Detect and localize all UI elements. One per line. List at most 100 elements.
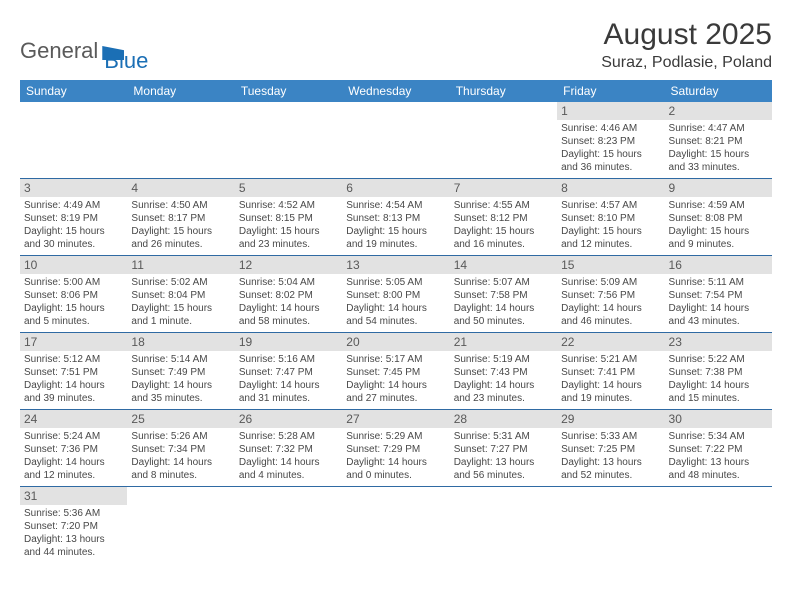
- daylight-line1: Daylight: 15 hours: [561, 148, 660, 161]
- sunset-text: Sunset: 7:47 PM: [239, 366, 338, 379]
- day-number: 8: [557, 179, 664, 197]
- day-number: 11: [127, 256, 234, 274]
- day-body: Sunrise: 4:55 AMSunset: 8:12 PMDaylight:…: [450, 197, 557, 255]
- day-number: 22: [557, 333, 664, 351]
- day-number: 31: [20, 487, 127, 505]
- sunrise-text: Sunrise: 5:04 AM: [239, 276, 338, 289]
- calendar-cell: 24Sunrise: 5:24 AMSunset: 7:36 PMDayligh…: [20, 410, 127, 487]
- day-body: Sunrise: 5:11 AMSunset: 7:54 PMDaylight:…: [665, 274, 772, 332]
- day-number: 19: [235, 333, 342, 351]
- sunset-text: Sunset: 7:34 PM: [131, 443, 230, 456]
- weekday-header: Friday: [557, 80, 664, 102]
- daylight-line2: and 1 minute.: [131, 315, 230, 328]
- sunrise-text: Sunrise: 5:33 AM: [561, 430, 660, 443]
- day-number: 5: [235, 179, 342, 197]
- sunset-text: Sunset: 7:43 PM: [454, 366, 553, 379]
- day-body: Sunrise: 5:17 AMSunset: 7:45 PMDaylight:…: [342, 351, 449, 409]
- day-body: Sunrise: 5:26 AMSunset: 7:34 PMDaylight:…: [127, 428, 234, 486]
- day-number: 3: [20, 179, 127, 197]
- day-body: Sunrise: 5:04 AMSunset: 8:02 PMDaylight:…: [235, 274, 342, 332]
- calendar-cell: 10Sunrise: 5:00 AMSunset: 8:06 PMDayligh…: [20, 256, 127, 333]
- day-body: Sunrise: 4:50 AMSunset: 8:17 PMDaylight:…: [127, 197, 234, 255]
- calendar-cell: 17Sunrise: 5:12 AMSunset: 7:51 PMDayligh…: [20, 333, 127, 410]
- daylight-line1: Daylight: 14 hours: [346, 456, 445, 469]
- daylight-line2: and 54 minutes.: [346, 315, 445, 328]
- calendar-cell: [450, 487, 557, 564]
- sunrise-text: Sunrise: 4:47 AM: [669, 122, 768, 135]
- sunset-text: Sunset: 7:36 PM: [24, 443, 123, 456]
- sunset-text: Sunset: 8:10 PM: [561, 212, 660, 225]
- sunset-text: Sunset: 7:51 PM: [24, 366, 123, 379]
- day-body: Sunrise: 5:00 AMSunset: 8:06 PMDaylight:…: [20, 274, 127, 332]
- daylight-line2: and 30 minutes.: [24, 238, 123, 251]
- daylight-line2: and 58 minutes.: [239, 315, 338, 328]
- calendar-cell: [342, 102, 449, 179]
- sunset-text: Sunset: 8:00 PM: [346, 289, 445, 302]
- calendar-cell: 21Sunrise: 5:19 AMSunset: 7:43 PMDayligh…: [450, 333, 557, 410]
- day-body: Sunrise: 5:33 AMSunset: 7:25 PMDaylight:…: [557, 428, 664, 486]
- calendar-cell: 23Sunrise: 5:22 AMSunset: 7:38 PMDayligh…: [665, 333, 772, 410]
- sunset-text: Sunset: 7:49 PM: [131, 366, 230, 379]
- daylight-line1: Daylight: 13 hours: [24, 533, 123, 546]
- sunset-text: Sunset: 8:13 PM: [346, 212, 445, 225]
- day-number: 29: [557, 410, 664, 428]
- weekday-header-row: SundayMondayTuesdayWednesdayThursdayFrid…: [20, 80, 772, 102]
- daylight-line2: and 31 minutes.: [239, 392, 338, 405]
- day-body: Sunrise: 5:14 AMSunset: 7:49 PMDaylight:…: [127, 351, 234, 409]
- sunset-text: Sunset: 8:23 PM: [561, 135, 660, 148]
- weekday-header: Monday: [127, 80, 234, 102]
- daylight-line2: and 16 minutes.: [454, 238, 553, 251]
- day-body: Sunrise: 5:16 AMSunset: 7:47 PMDaylight:…: [235, 351, 342, 409]
- day-body: Sunrise: 5:21 AMSunset: 7:41 PMDaylight:…: [557, 351, 664, 409]
- calendar-cell: 27Sunrise: 5:29 AMSunset: 7:29 PMDayligh…: [342, 410, 449, 487]
- weekday-header: Thursday: [450, 80, 557, 102]
- daylight-line2: and 12 minutes.: [24, 469, 123, 482]
- sunset-text: Sunset: 8:04 PM: [131, 289, 230, 302]
- daylight-line2: and 56 minutes.: [454, 469, 553, 482]
- daylight-line1: Daylight: 14 hours: [239, 456, 338, 469]
- sunrise-text: Sunrise: 4:49 AM: [24, 199, 123, 212]
- calendar-cell: 8Sunrise: 4:57 AMSunset: 8:10 PMDaylight…: [557, 179, 664, 256]
- calendar-cell: [557, 487, 664, 564]
- day-number: 25: [127, 410, 234, 428]
- sunrise-text: Sunrise: 4:52 AM: [239, 199, 338, 212]
- calendar-cell: 19Sunrise: 5:16 AMSunset: 7:47 PMDayligh…: [235, 333, 342, 410]
- sunset-text: Sunset: 8:19 PM: [24, 212, 123, 225]
- sunset-text: Sunset: 7:25 PM: [561, 443, 660, 456]
- day-number: 10: [20, 256, 127, 274]
- calendar-cell: 3 Sunrise: 4:49 AMSunset: 8:19 PMDaylight…: [20, 179, 127, 256]
- sunset-text: Sunset: 7:41 PM: [561, 366, 660, 379]
- calendar-cell: 7Sunrise: 4:55 AMSunset: 8:12 PMDaylight…: [450, 179, 557, 256]
- sunrise-text: Sunrise: 5:11 AM: [669, 276, 768, 289]
- daylight-line1: Daylight: 15 hours: [454, 225, 553, 238]
- daylight-line2: and 52 minutes.: [561, 469, 660, 482]
- daylight-line2: and 33 minutes.: [669, 161, 768, 174]
- daylight-line1: Daylight: 15 hours: [24, 225, 123, 238]
- daylight-line1: Daylight: 15 hours: [346, 225, 445, 238]
- daylight-line2: and 12 minutes.: [561, 238, 660, 251]
- day-body: Sunrise: 4:46 AMSunset: 8:23 PMDaylight:…: [557, 120, 664, 178]
- calendar-cell: 9Sunrise: 4:59 AMSunset: 8:08 PMDaylight…: [665, 179, 772, 256]
- location-subtitle: Suraz, Podlasie, Poland: [601, 54, 772, 72]
- day-body: Sunrise: 5:36 AMSunset: 7:20 PMDaylight:…: [20, 505, 127, 563]
- calendar-cell: [20, 102, 127, 179]
- sunrise-text: Sunrise: 4:55 AM: [454, 199, 553, 212]
- sunrise-text: Sunrise: 4:54 AM: [346, 199, 445, 212]
- calendar-cell: [450, 102, 557, 179]
- header: General Blue August 2025 Suraz, Podlasie…: [20, 18, 772, 74]
- daylight-line2: and 0 minutes.: [346, 469, 445, 482]
- daylight-line2: and 35 minutes.: [131, 392, 230, 405]
- day-body: Sunrise: 5:22 AMSunset: 7:38 PMDaylight:…: [665, 351, 772, 409]
- sunrise-text: Sunrise: 5:09 AM: [561, 276, 660, 289]
- day-number: 9: [665, 179, 772, 197]
- day-body: Sunrise: 4:59 AMSunset: 8:08 PMDaylight:…: [665, 197, 772, 255]
- daylight-line1: Daylight: 15 hours: [131, 302, 230, 315]
- calendar-cell: 12Sunrise: 5:04 AMSunset: 8:02 PMDayligh…: [235, 256, 342, 333]
- sunset-text: Sunset: 7:38 PM: [669, 366, 768, 379]
- daylight-line2: and 26 minutes.: [131, 238, 230, 251]
- calendar-cell: [235, 102, 342, 179]
- daylight-line2: and 19 minutes.: [346, 238, 445, 251]
- sunset-text: Sunset: 8:17 PM: [131, 212, 230, 225]
- calendar-cell: 31Sunrise: 5:36 AMSunset: 7:20 PMDayligh…: [20, 487, 127, 564]
- calendar-cell: 4Sunrise: 4:50 AMSunset: 8:17 PMDaylight…: [127, 179, 234, 256]
